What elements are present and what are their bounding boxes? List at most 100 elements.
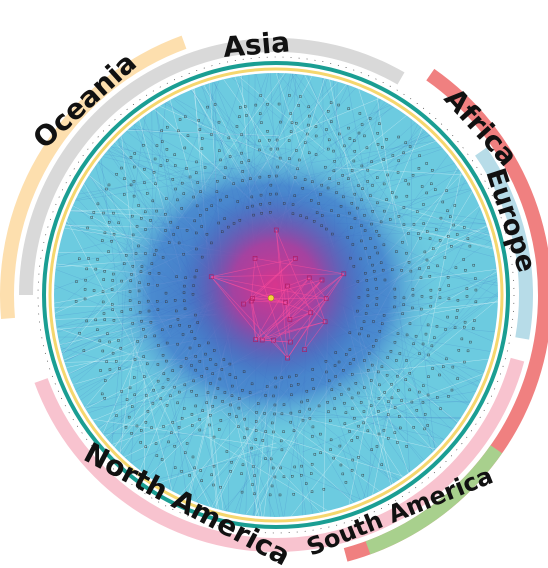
node (135, 424, 139, 428)
node (326, 401, 329, 404)
node (142, 328, 145, 331)
node (182, 291, 186, 294)
node (332, 456, 335, 460)
node (343, 401, 346, 405)
node (268, 138, 271, 142)
node (205, 208, 208, 211)
node (305, 482, 308, 485)
node (360, 224, 363, 227)
node (371, 184, 374, 187)
edge (261, 426, 280, 517)
node (415, 409, 419, 412)
edge (238, 75, 326, 152)
node (193, 337, 197, 340)
node (220, 368, 224, 371)
node (303, 178, 307, 181)
node (305, 389, 309, 393)
node (455, 233, 459, 236)
node (391, 191, 394, 194)
node (330, 209, 333, 212)
node (344, 411, 348, 415)
node (421, 401, 425, 404)
node (363, 229, 367, 232)
node (82, 349, 86, 352)
node (397, 135, 400, 139)
core-edge (262, 339, 291, 343)
node (200, 255, 204, 259)
node (120, 279, 123, 283)
node (438, 296, 442, 299)
node (351, 373, 354, 376)
node (356, 436, 359, 439)
node (87, 257, 90, 260)
node (216, 387, 220, 390)
node (402, 223, 406, 226)
node (371, 263, 374, 267)
node (133, 152, 136, 155)
node (463, 360, 466, 364)
node (213, 103, 217, 106)
node (264, 394, 267, 397)
node (154, 442, 158, 445)
node (398, 352, 402, 355)
node (266, 102, 269, 106)
node (444, 328, 447, 331)
node (333, 160, 336, 163)
core-node (341, 271, 347, 277)
node (180, 417, 184, 420)
core-edge (252, 279, 323, 299)
node (438, 373, 441, 377)
node (427, 353, 430, 357)
node (364, 312, 368, 315)
node (363, 214, 366, 217)
node (167, 440, 170, 444)
node (468, 244, 472, 248)
node (372, 270, 376, 273)
node (253, 474, 256, 477)
node (337, 182, 340, 185)
node (180, 207, 183, 210)
node (301, 187, 304, 190)
node (366, 180, 369, 183)
node (258, 139, 261, 143)
node (176, 318, 180, 321)
node (112, 232, 116, 236)
node (192, 379, 195, 383)
node (104, 379, 107, 382)
node (183, 307, 187, 311)
node (319, 451, 322, 455)
node (377, 410, 380, 413)
node (150, 262, 154, 265)
core-edge (261, 279, 323, 341)
node (129, 156, 133, 159)
node (224, 166, 227, 169)
node (112, 319, 116, 322)
node (227, 136, 231, 140)
node (276, 165, 279, 169)
core-node (308, 310, 314, 316)
node (214, 396, 217, 399)
node (120, 310, 124, 313)
core-edge (304, 312, 312, 350)
node (343, 144, 346, 148)
node (142, 144, 145, 147)
node (308, 417, 312, 420)
node (340, 393, 343, 396)
node (199, 190, 202, 193)
node (370, 363, 374, 367)
node (328, 138, 331, 142)
core-node (248, 298, 254, 304)
node (376, 176, 379, 179)
node (367, 352, 371, 355)
node (289, 130, 293, 133)
node (411, 288, 415, 291)
node (300, 400, 303, 404)
node (398, 415, 401, 418)
node (210, 204, 213, 207)
node (78, 331, 81, 335)
node (457, 349, 461, 352)
core-node (306, 275, 312, 281)
node (306, 399, 309, 402)
node (350, 202, 354, 205)
node (133, 393, 136, 397)
